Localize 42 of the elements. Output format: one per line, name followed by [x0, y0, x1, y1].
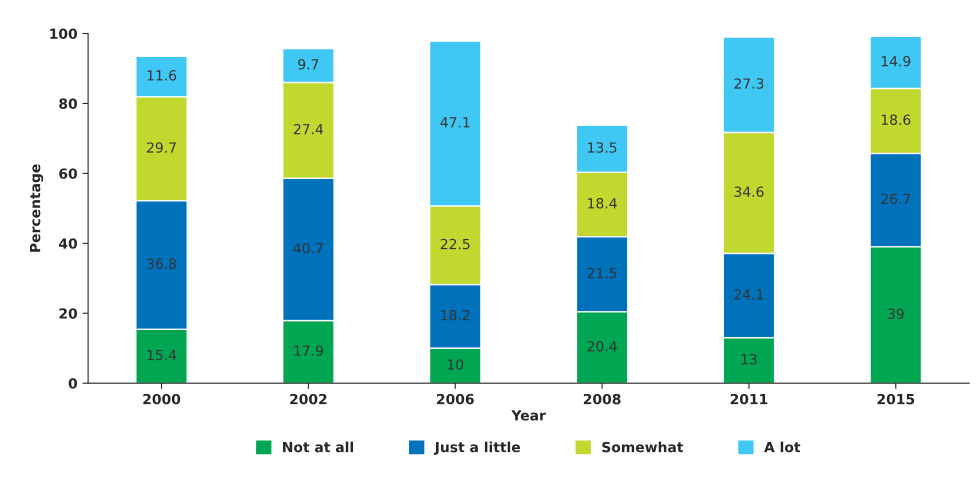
- data-label: 24.1: [734, 289, 764, 300]
- y-axis-title: Percentage: [30, 164, 44, 252]
- data-label: 39: [888, 308, 904, 320]
- data-label: 27.3: [734, 78, 764, 89]
- data-label: 29.7: [147, 142, 176, 153]
- legend-label: A lot: [764, 442, 800, 452]
- data-label: 13.5: [588, 142, 616, 153]
- y-tick-label: 0: [68, 378, 78, 389]
- data-label: 27.4: [294, 124, 324, 134]
- data-label: 20.4: [588, 341, 617, 352]
- y-tick-label: 80: [59, 98, 78, 109]
- data-label: 22.5: [440, 238, 470, 250]
- y-tick-label: 100: [50, 28, 78, 40]
- y-tick-label: 40: [58, 238, 78, 249]
- data-label: 15.4: [148, 350, 176, 360]
- data-label: 21.5: [588, 268, 616, 278]
- data-label: 17.9: [294, 345, 323, 356]
- legend-label: Somewhat: [602, 442, 684, 452]
- data-label: 13: [742, 354, 757, 364]
- data-label: 11.6: [148, 70, 176, 81]
- y-tick-label: 60: [59, 168, 78, 179]
- legend-label: Just a little: [434, 442, 520, 455]
- data-label: 18.4: [588, 198, 617, 209]
- x-tick-label: 2008: [584, 394, 621, 404]
- y-tick-label: 20: [59, 308, 78, 319]
- x-tick-label: 2000: [143, 394, 180, 404]
- data-label: 14.9: [882, 56, 910, 66]
- legend-label: Not at all: [283, 442, 354, 452]
- data-label: 18.2: [441, 310, 470, 320]
- x-tick-label: 2006: [437, 394, 474, 404]
- data-label: 47.1: [440, 117, 470, 128]
- data-label: 34.6: [734, 186, 764, 198]
- x-tick-label: 2011: [730, 394, 768, 404]
- x-axis-title: Year: [511, 410, 546, 421]
- data-label: 10: [448, 359, 464, 370]
- data-label: 26.7: [881, 194, 910, 204]
- x-tick-label: 2015: [878, 394, 914, 404]
- data-label: 18.6: [882, 114, 910, 125]
- data-label: 9.7: [298, 59, 318, 70]
- data-label: 36.8: [147, 258, 176, 270]
- x-tick-label: 2002: [290, 394, 327, 404]
- data-label: 40.7: [294, 242, 323, 254]
